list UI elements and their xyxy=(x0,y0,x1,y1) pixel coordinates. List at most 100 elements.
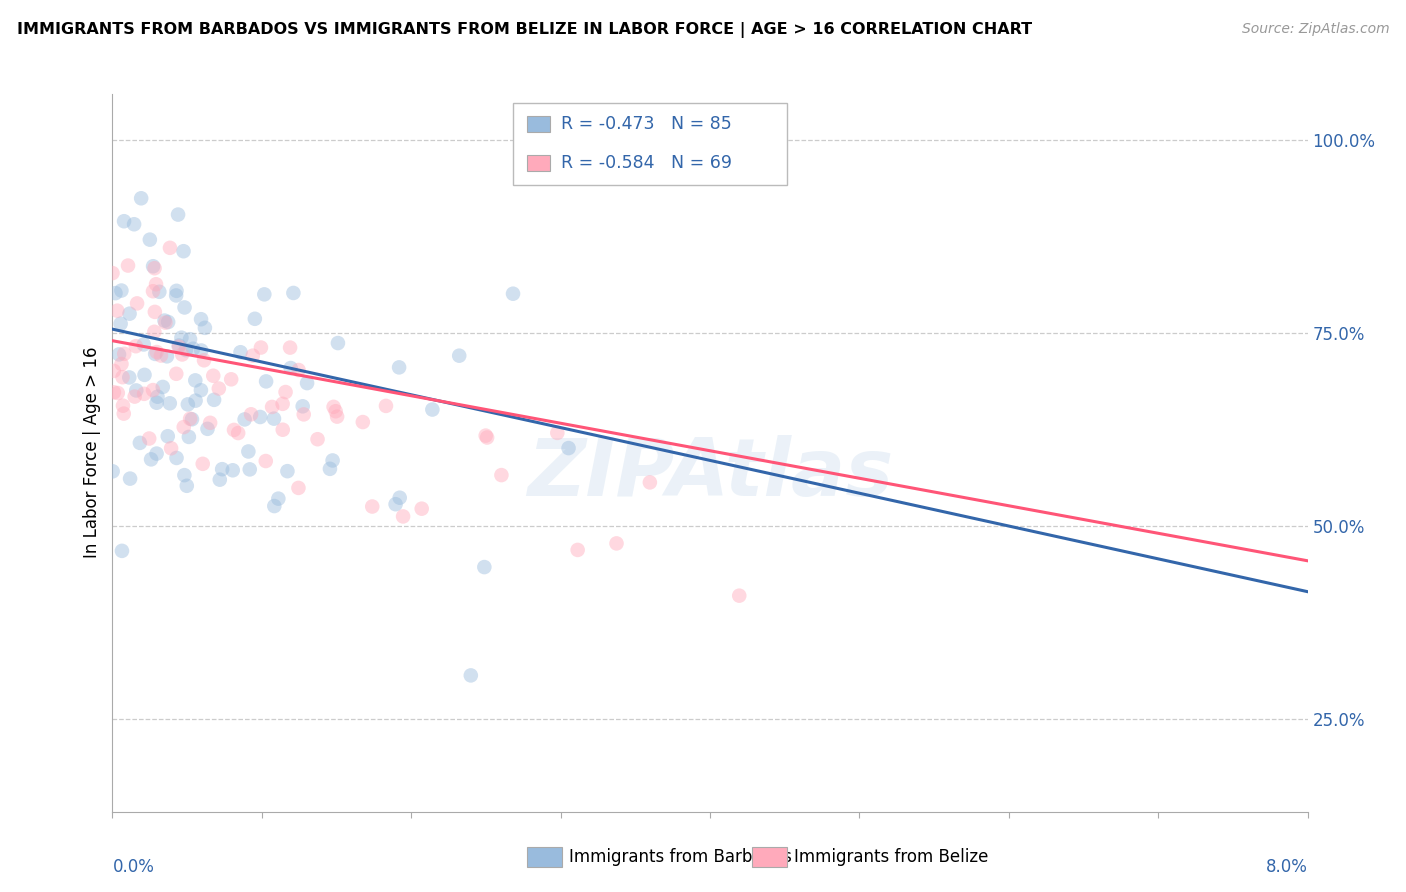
Point xyxy=(145,345,167,359)
Point xyxy=(132,337,155,351)
Point xyxy=(352,415,374,429)
Point xyxy=(184,373,207,387)
Point xyxy=(254,375,277,389)
Point xyxy=(105,303,128,318)
Point xyxy=(118,307,141,321)
Point xyxy=(143,305,166,319)
Point xyxy=(239,462,262,476)
Point xyxy=(173,244,195,259)
Point xyxy=(145,447,167,461)
Point xyxy=(117,259,139,273)
Point xyxy=(208,473,231,487)
Point xyxy=(101,266,124,280)
Point xyxy=(190,343,212,358)
Point xyxy=(107,386,129,401)
Point xyxy=(177,430,200,444)
Point xyxy=(165,367,187,381)
Point xyxy=(474,428,496,442)
Point xyxy=(274,385,297,400)
Point xyxy=(253,287,276,301)
Point xyxy=(557,441,579,455)
Point xyxy=(491,468,513,483)
Point xyxy=(110,317,132,331)
Point xyxy=(502,286,524,301)
Point xyxy=(325,404,347,418)
Point xyxy=(134,387,156,401)
Point xyxy=(319,462,342,476)
Point xyxy=(156,429,179,443)
Point xyxy=(104,286,127,301)
Point xyxy=(271,423,294,437)
Point xyxy=(166,284,188,298)
Point xyxy=(292,408,315,422)
Point xyxy=(202,392,225,407)
Point xyxy=(118,370,141,384)
Text: IMMIGRANTS FROM BARBADOS VS IMMIGRANTS FROM BELIZE IN LABOR FORCE | AGE > 16 COR: IMMIGRANTS FROM BARBADOS VS IMMIGRANTS F… xyxy=(17,22,1032,38)
Text: 0.0%: 0.0% xyxy=(112,858,155,876)
Point xyxy=(233,412,256,426)
Point xyxy=(181,412,204,426)
Point xyxy=(392,509,415,524)
Point xyxy=(388,360,411,375)
Point xyxy=(287,363,309,377)
Point xyxy=(361,500,384,514)
Point xyxy=(111,370,134,384)
Point xyxy=(219,372,242,386)
Point xyxy=(242,349,264,363)
Point xyxy=(166,450,188,465)
Point xyxy=(120,472,142,486)
Point xyxy=(170,331,193,345)
Point xyxy=(605,536,627,550)
Point xyxy=(149,349,172,363)
Point xyxy=(375,399,398,413)
Point xyxy=(472,560,495,574)
Point xyxy=(411,501,433,516)
Point xyxy=(172,347,194,361)
Point xyxy=(125,339,148,353)
Text: 8.0%: 8.0% xyxy=(1265,858,1308,876)
Point xyxy=(475,430,498,444)
Point xyxy=(176,479,198,493)
Point xyxy=(307,432,329,446)
Point xyxy=(262,400,284,414)
Point xyxy=(142,259,165,273)
Point xyxy=(567,543,589,558)
Point xyxy=(179,411,201,425)
Point xyxy=(156,349,179,363)
Point xyxy=(546,425,568,440)
Text: R = -0.473   N = 85: R = -0.473 N = 85 xyxy=(561,115,731,133)
Point xyxy=(108,347,131,361)
Point xyxy=(181,342,204,356)
Point xyxy=(267,491,290,506)
Point xyxy=(179,332,201,346)
Point xyxy=(291,400,314,414)
Point xyxy=(148,285,170,299)
Text: ZIPAtlas: ZIPAtlas xyxy=(527,435,893,513)
Text: Immigrants from Belize: Immigrants from Belize xyxy=(794,848,988,866)
Point xyxy=(173,468,195,483)
Text: R = -0.584   N = 69: R = -0.584 N = 69 xyxy=(561,154,733,172)
Point xyxy=(263,499,285,513)
Point xyxy=(124,390,146,404)
Point xyxy=(226,425,249,440)
Point xyxy=(111,544,134,558)
Point xyxy=(287,481,309,495)
Point xyxy=(160,442,183,456)
Point xyxy=(142,383,165,397)
Point xyxy=(184,393,207,408)
Point xyxy=(250,341,273,355)
Point xyxy=(198,416,221,430)
Point xyxy=(388,491,411,505)
Point xyxy=(134,368,156,382)
Point xyxy=(322,400,344,414)
Point xyxy=(112,214,135,228)
Point xyxy=(194,321,217,335)
Point xyxy=(167,338,190,352)
Point xyxy=(202,368,225,383)
Point xyxy=(728,589,751,603)
Point xyxy=(139,452,162,467)
Point xyxy=(222,423,245,437)
Point xyxy=(190,312,212,326)
Point xyxy=(326,336,349,351)
Point xyxy=(159,396,181,410)
